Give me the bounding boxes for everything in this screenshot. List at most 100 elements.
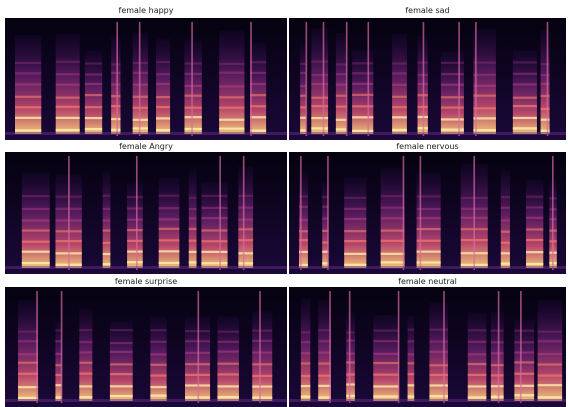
harmonic bbox=[352, 72, 373, 74]
harmonic bbox=[336, 63, 347, 65]
harmonic bbox=[238, 219, 253, 221]
harmonic bbox=[252, 375, 272, 377]
harmonic bbox=[15, 106, 41, 108]
harmonic bbox=[189, 197, 197, 199]
harmonic bbox=[513, 127, 537, 129]
harmonic bbox=[238, 252, 253, 254]
harmonic bbox=[15, 62, 41, 64]
harmonic bbox=[184, 128, 201, 130]
harmonic bbox=[373, 362, 399, 364]
harmonic bbox=[252, 363, 272, 365]
harmonic bbox=[111, 118, 120, 120]
harmonic bbox=[56, 129, 80, 131]
harmonic bbox=[491, 396, 504, 398]
harmonic bbox=[110, 351, 133, 353]
harmonic bbox=[15, 83, 41, 85]
harmonic bbox=[336, 106, 347, 108]
low-band bbox=[5, 399, 287, 402]
onset-line bbox=[329, 291, 331, 403]
harmonic bbox=[300, 106, 306, 108]
harmonic bbox=[219, 128, 244, 130]
harmonic bbox=[56, 73, 80, 75]
harmonic bbox=[250, 72, 266, 74]
harmonic bbox=[22, 241, 50, 243]
harmonic bbox=[346, 373, 355, 375]
harmonic bbox=[473, 95, 496, 97]
harmonic bbox=[514, 361, 534, 363]
harmonic bbox=[318, 385, 331, 387]
harmonic bbox=[159, 228, 180, 230]
harmonic bbox=[110, 342, 133, 344]
harmonic bbox=[429, 351, 447, 353]
harmonic bbox=[344, 230, 366, 232]
onset-line bbox=[136, 156, 138, 270]
harmonic bbox=[150, 395, 166, 397]
harmonic bbox=[22, 262, 50, 264]
harmonic bbox=[219, 119, 244, 121]
onset-line bbox=[323, 22, 325, 136]
harmonic bbox=[468, 329, 487, 331]
harmonic bbox=[111, 63, 120, 65]
harmonic bbox=[85, 106, 102, 108]
energy-burst bbox=[441, 52, 464, 134]
harmonic bbox=[238, 206, 253, 208]
harmonic bbox=[501, 242, 510, 244]
harmonic bbox=[344, 253, 366, 255]
harmonic bbox=[55, 353, 61, 355]
harmonic bbox=[111, 95, 120, 97]
harmonic bbox=[85, 73, 102, 75]
harmonic bbox=[373, 353, 399, 355]
harmonic bbox=[219, 63, 244, 65]
harmonic bbox=[473, 61, 496, 63]
harmonic bbox=[381, 240, 405, 242]
harmonic bbox=[189, 228, 197, 230]
panel-title: female nervous bbox=[396, 142, 458, 151]
harmonic bbox=[79, 396, 92, 398]
harmonic bbox=[85, 94, 102, 96]
harmonic bbox=[85, 117, 102, 119]
harmonic bbox=[111, 83, 120, 85]
onset-line bbox=[552, 156, 554, 270]
harmonic bbox=[408, 340, 415, 342]
onset-line bbox=[398, 291, 400, 403]
harmonic bbox=[491, 330, 504, 332]
harmonic bbox=[18, 353, 38, 355]
harmonic bbox=[156, 96, 170, 98]
onset-line bbox=[403, 156, 405, 270]
harmonic bbox=[491, 341, 504, 343]
harmonic bbox=[408, 395, 415, 397]
harmonic bbox=[189, 208, 197, 210]
harmonic bbox=[491, 385, 504, 387]
harmonic bbox=[18, 331, 38, 333]
harmonic bbox=[311, 74, 328, 76]
harmonic bbox=[18, 386, 38, 388]
harmonic bbox=[238, 228, 253, 230]
harmonic bbox=[184, 95, 201, 97]
harmonic bbox=[252, 397, 272, 399]
harmonic bbox=[300, 72, 306, 74]
harmonic bbox=[501, 263, 510, 265]
harmonic bbox=[441, 96, 464, 98]
energy-burst bbox=[110, 321, 133, 401]
harmonic bbox=[352, 83, 373, 85]
energy-burst bbox=[217, 316, 238, 401]
harmonic bbox=[373, 329, 399, 331]
onset-line bbox=[198, 291, 200, 403]
harmonic bbox=[501, 219, 510, 221]
harmonic bbox=[56, 84, 80, 86]
harmonic bbox=[526, 251, 543, 253]
harmonic bbox=[18, 373, 38, 375]
harmonic bbox=[127, 240, 143, 242]
harmonic bbox=[344, 264, 366, 266]
harmonic bbox=[219, 85, 244, 87]
harmonic bbox=[526, 239, 543, 241]
harmonic bbox=[429, 364, 447, 366]
harmonic bbox=[156, 129, 170, 131]
harmonic bbox=[217, 341, 238, 343]
harmonic bbox=[392, 116, 407, 118]
harmonic bbox=[127, 261, 143, 263]
harmonic bbox=[252, 330, 272, 332]
harmonic bbox=[300, 63, 306, 65]
harmonic bbox=[408, 362, 415, 364]
spectrogram-panel: female Angry bbox=[5, 142, 287, 274]
